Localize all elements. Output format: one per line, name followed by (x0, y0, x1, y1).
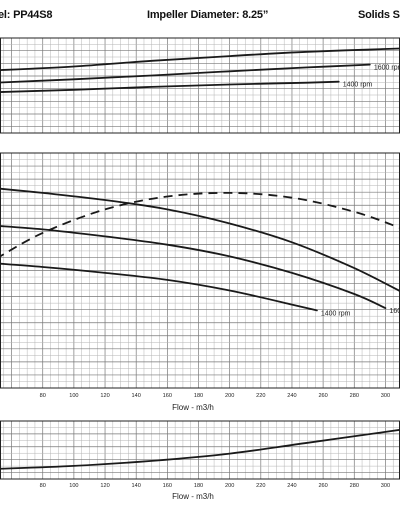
x-tick-label: 140 (132, 483, 141, 489)
grid (0, 420, 400, 480)
x-tick-label: 160 (163, 393, 172, 399)
x-tick-label: 140 (132, 393, 141, 399)
impeller-diameter-label: Impeller Diameter: 8.25” (147, 9, 269, 21)
x-tick-label: 300 (381, 483, 390, 489)
series-label: 1400 rpm (321, 310, 351, 317)
curve-1 (0, 187, 400, 293)
x-tick-label: 160 (163, 483, 172, 489)
x-tick-label: 100 (69, 483, 78, 489)
x-axis-title: Flow - m3/h (172, 403, 214, 412)
grid (0, 37, 400, 134)
x-tick-label: 200 (225, 393, 234, 399)
curve-1600-rpm (0, 63, 371, 84)
x-tick-label: 240 (287, 393, 296, 399)
x-tick-label: 80 (40, 393, 46, 399)
grid (0, 152, 400, 389)
series-label: 1600 rpm (374, 65, 400, 72)
x-tick-label: 80 (40, 483, 46, 489)
x-tick-label: 180 (194, 483, 203, 489)
x-tick-label: 200 (225, 483, 234, 489)
x-tick-label: 240 (287, 483, 296, 489)
series-label: 1600 rpm (389, 308, 400, 315)
x-tick-label: 300 (381, 393, 390, 399)
x-tick-label: 220 (256, 483, 265, 489)
x-tick-label: 260 (318, 483, 327, 489)
efficiency-curve-dashed (0, 191, 400, 258)
chart-panel-2: 1600 rpm 1400 rpm 80 100 120 140 160 180 200 220 2… (0, 152, 400, 412)
curve-1 (0, 428, 400, 470)
x-tick-label: 280 (350, 393, 359, 399)
series-label: 1400 rpm (343, 82, 373, 89)
chart-header: el: PP44S8 Impeller Diameter: 8.25” Soli… (0, 0, 400, 34)
plot-frame (0, 420, 400, 480)
x-tick-label: 220 (256, 393, 265, 399)
x-tick-label: 100 (69, 393, 78, 399)
x-tick-label: 280 (350, 483, 359, 489)
curve-1 (0, 47, 400, 72)
x-axis-title: Flow - m3/h (172, 492, 214, 501)
chart-panel-3: 80 100 120 140 160 180 200 220 240 260 280 300 Flow … (0, 420, 400, 501)
x-tick-label: 180 (194, 393, 203, 399)
curve-1400-rpm (0, 262, 318, 312)
x-tick-label: 120 (100, 393, 109, 399)
x-tick-label: 260 (318, 393, 327, 399)
x-tick-label: 120 (100, 483, 109, 489)
curve-1600-rpm (0, 225, 387, 309)
model-label: el: PP44S8 (0, 9, 53, 21)
curve-1400-rpm (0, 80, 340, 93)
chart-panel-1: 1600 rpm 1400 rpm (0, 37, 400, 134)
solids-size-label: Solids Size (358, 9, 400, 21)
